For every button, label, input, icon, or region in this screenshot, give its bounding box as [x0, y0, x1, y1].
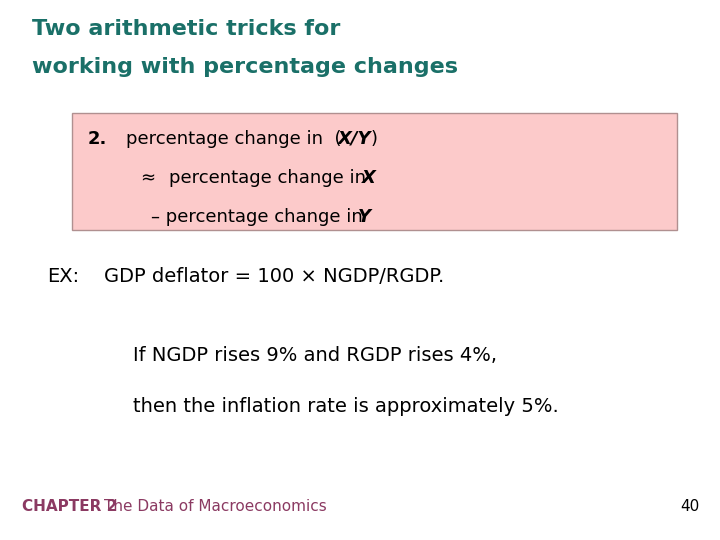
Text: ): )	[370, 130, 377, 147]
Text: – percentage change in: – percentage change in	[151, 208, 369, 226]
Text: EX:: EX:	[47, 267, 79, 286]
Text: X: X	[362, 169, 376, 187]
Text: CHAPTER 2: CHAPTER 2	[22, 499, 117, 514]
Text: Y: Y	[358, 208, 371, 226]
Text: Two arithmetic tricks for: Two arithmetic tricks for	[32, 19, 341, 39]
Text: percentage change in  (: percentage change in (	[126, 130, 341, 147]
Text: The Data of Macroeconomics: The Data of Macroeconomics	[104, 499, 327, 514]
Text: working with percentage changes: working with percentage changes	[32, 57, 459, 77]
Text: then the inflation rate is approximately 5%.: then the inflation rate is approximately…	[133, 397, 559, 416]
Text: X/Y: X/Y	[338, 130, 372, 147]
Text: 2.: 2.	[88, 130, 107, 147]
Text: ≈: ≈	[140, 169, 156, 187]
FancyBboxPatch shape	[72, 113, 677, 230]
Text: percentage change in: percentage change in	[169, 169, 372, 187]
Text: GDP deflator = 100 × NGDP/RGDP.: GDP deflator = 100 × NGDP/RGDP.	[104, 267, 445, 286]
Text: If NGDP rises 9% and RGDP rises 4%,: If NGDP rises 9% and RGDP rises 4%,	[133, 346, 498, 365]
Text: 40: 40	[680, 499, 700, 514]
